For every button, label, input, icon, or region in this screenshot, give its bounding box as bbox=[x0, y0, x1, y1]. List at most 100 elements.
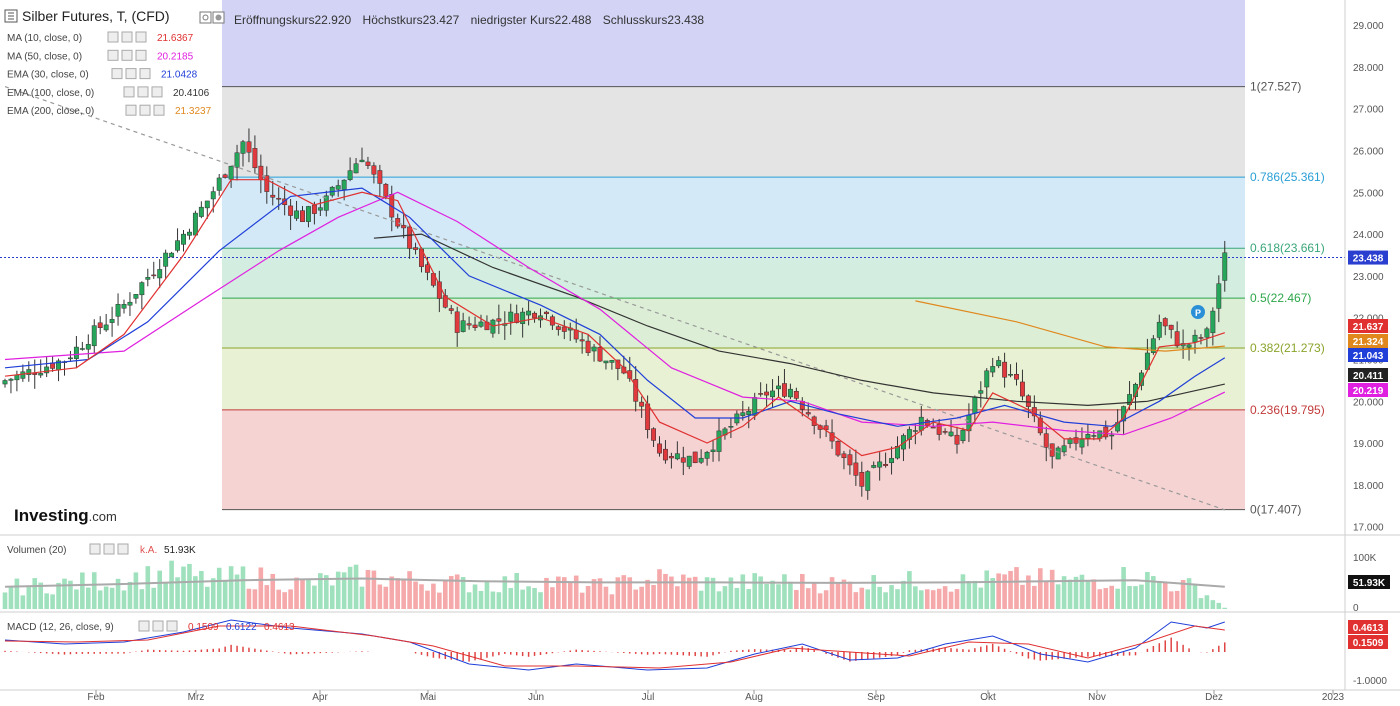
volume-bar bbox=[371, 570, 377, 609]
candle-body bbox=[514, 313, 520, 323]
candle-body bbox=[26, 369, 32, 375]
candle-body bbox=[198, 206, 204, 217]
candle-body bbox=[1174, 331, 1180, 347]
volume-bar bbox=[990, 577, 995, 609]
volume-bar bbox=[151, 587, 157, 609]
close-icon[interactable] bbox=[135, 31, 147, 43]
candle-body bbox=[353, 163, 359, 174]
settings-icon[interactable] bbox=[121, 31, 133, 43]
candle-body bbox=[73, 346, 79, 359]
volume-bar bbox=[38, 582, 43, 609]
close-icon[interactable] bbox=[166, 620, 178, 632]
volume-bar bbox=[710, 577, 716, 609]
volume-bar bbox=[1055, 584, 1061, 609]
p-marker bbox=[1191, 305, 1205, 319]
settings-icon[interactable] bbox=[139, 104, 151, 116]
volume-bar bbox=[597, 578, 603, 609]
close-icon[interactable] bbox=[117, 543, 129, 555]
settings-icon[interactable] bbox=[125, 68, 137, 80]
candle-body bbox=[347, 170, 353, 180]
close-icon[interactable] bbox=[139, 68, 151, 80]
x-tick-label: Apr bbox=[312, 692, 328, 703]
settings-icon[interactable] bbox=[137, 86, 149, 98]
volume-bar bbox=[1097, 589, 1103, 609]
volume-bar bbox=[1026, 575, 1031, 609]
candle-body bbox=[1037, 417, 1043, 434]
eye-icon[interactable] bbox=[123, 86, 135, 98]
candle-body bbox=[103, 324, 109, 331]
settings-icon[interactable] bbox=[103, 543, 115, 555]
volume-header: Volumen (20) k.A. 51.93K bbox=[7, 543, 196, 556]
current-price-tag-text: 23.438 bbox=[1353, 254, 1384, 265]
volume-bar bbox=[871, 575, 876, 609]
candle-body bbox=[181, 233, 186, 245]
macd-label: MACD (12, 26, close, 9) bbox=[7, 622, 114, 633]
candle-body bbox=[413, 247, 419, 250]
volume-bar bbox=[454, 574, 460, 609]
candle-body bbox=[169, 252, 175, 258]
candle-body bbox=[1055, 447, 1061, 460]
candle-body bbox=[877, 461, 883, 468]
legend-item: EMA (100, close, 0) 20.4106 bbox=[7, 86, 210, 99]
candle-body bbox=[306, 206, 311, 222]
volume-bar bbox=[8, 587, 14, 609]
candle-body bbox=[835, 440, 841, 456]
x-tick-label: 2023 bbox=[1322, 692, 1345, 703]
candle-body bbox=[764, 391, 770, 396]
volume-bar bbox=[276, 589, 281, 609]
candle-body bbox=[912, 430, 918, 432]
volume-bar bbox=[633, 589, 638, 609]
macd-value: 0.1509 bbox=[188, 622, 219, 633]
candle-body bbox=[1156, 321, 1162, 338]
volume-bar bbox=[335, 571, 341, 609]
volume-bar bbox=[1079, 574, 1085, 609]
volume-bar bbox=[1103, 588, 1109, 609]
settings-icon[interactable] bbox=[199, 11, 212, 24]
close-icon[interactable] bbox=[153, 104, 165, 116]
volume-bar bbox=[1210, 600, 1216, 609]
candle-body bbox=[222, 174, 228, 178]
close-icon[interactable] bbox=[135, 49, 147, 61]
volume-bar bbox=[919, 590, 924, 609]
volume-bar bbox=[913, 586, 918, 609]
volume-bar bbox=[1139, 584, 1144, 609]
volume-bar bbox=[1020, 584, 1025, 609]
volume-bar bbox=[811, 583, 817, 609]
candle-body bbox=[776, 385, 781, 390]
candle-body bbox=[793, 390, 799, 399]
eye-icon[interactable] bbox=[125, 104, 137, 116]
candle-body bbox=[115, 304, 121, 317]
volume-bar bbox=[359, 586, 365, 609]
eye-icon[interactable] bbox=[107, 49, 119, 61]
indicator-price-tag bbox=[1348, 383, 1388, 397]
close-icon[interactable] bbox=[151, 86, 163, 98]
eye-icon[interactable] bbox=[138, 620, 150, 632]
candle-body bbox=[496, 318, 502, 322]
eye-icon[interactable] bbox=[89, 543, 101, 555]
volume-bar bbox=[924, 589, 930, 609]
volume-bar bbox=[121, 590, 127, 609]
macd-tag bbox=[1348, 635, 1388, 649]
eye-icon[interactable] bbox=[107, 31, 119, 43]
volume-bar bbox=[80, 572, 85, 609]
fib-label: 0.5(22.467) bbox=[1250, 291, 1311, 305]
candle-body bbox=[407, 226, 413, 249]
volume-bar bbox=[312, 585, 317, 609]
volume-bar bbox=[216, 567, 222, 609]
eye-icon[interactable] bbox=[111, 68, 123, 80]
volume-bar bbox=[841, 579, 847, 609]
volume-bar bbox=[669, 576, 674, 609]
settings-icon[interactable] bbox=[121, 49, 133, 61]
volume-bar bbox=[1168, 591, 1174, 609]
y-tick-label: 20.000 bbox=[1353, 397, 1384, 408]
volume-bar bbox=[234, 574, 240, 609]
candle-body bbox=[1198, 337, 1204, 339]
candle-body bbox=[603, 360, 609, 364]
settings-icon[interactable] bbox=[152, 620, 164, 632]
candle-body bbox=[579, 339, 585, 342]
volume-bar bbox=[1085, 580, 1091, 609]
candle-body bbox=[282, 198, 288, 206]
volume-bar bbox=[246, 588, 252, 609]
ema30-line bbox=[4, 187, 1226, 427]
candle-body bbox=[520, 311, 526, 324]
